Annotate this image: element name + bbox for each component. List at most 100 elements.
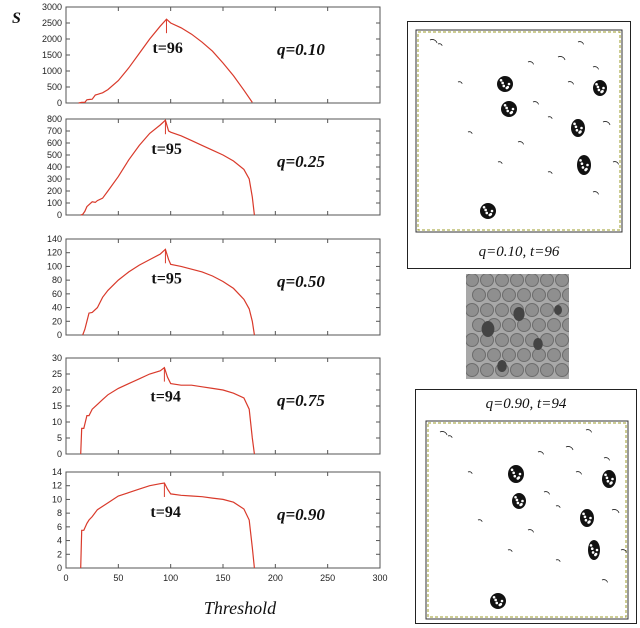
image-border-outer [415, 29, 623, 233]
blood-cell [540, 274, 554, 287]
y-tick-label: 8 [57, 508, 62, 518]
cell-outline [547, 116, 553, 119]
blood-cell [502, 288, 516, 302]
blood-cell [532, 348, 546, 362]
blood-cell [510, 363, 524, 377]
image-border-outer [425, 420, 629, 620]
blob-hole [601, 89, 604, 93]
blood-cell-photo [466, 274, 569, 379]
x-axis-label: Threshold [204, 598, 277, 618]
blob-hole [590, 547, 594, 551]
blob-hole [505, 106, 508, 110]
cell-outline [467, 131, 473, 134]
y-tick-label: 4 [57, 536, 62, 546]
blob-hole [602, 86, 605, 90]
cell-outline [565, 446, 574, 451]
blob-hole [574, 125, 578, 129]
blood-cell [517, 348, 531, 362]
blob-hole [585, 167, 588, 171]
cell-blob [577, 155, 591, 175]
blob-hole [510, 468, 514, 472]
blob-hole [597, 88, 601, 92]
y-tick-label: 300 [47, 174, 62, 184]
y-tick-label: 400 [47, 162, 62, 172]
peak-label: t=94 [150, 389, 180, 406]
cell-outline [611, 509, 620, 514]
blood-cell [562, 288, 569, 302]
cell-outline [507, 549, 513, 552]
y-tick-label: 120 [47, 248, 62, 258]
cell-blob [480, 203, 496, 219]
x-tick-label: 0 [63, 573, 68, 583]
cell-blob [571, 119, 585, 137]
blood-cell [562, 348, 569, 362]
blob-hole [591, 551, 595, 554]
blob-hole [517, 476, 521, 479]
image-border-dashed [417, 31, 621, 231]
blob-hole [515, 498, 519, 502]
blood-cell [517, 318, 531, 332]
blob-hole [595, 82, 598, 86]
blood-cell [510, 274, 524, 287]
cell-outline [577, 41, 584, 45]
blob-hole [484, 208, 487, 212]
blood-cell [487, 348, 501, 362]
blob-hole [521, 499, 524, 503]
cell-outline [585, 429, 592, 433]
plot-frame-3 [65, 238, 381, 336]
series-line-5 [80, 482, 255, 569]
y-tick-label: 40 [52, 303, 62, 313]
blood-cell [547, 348, 561, 362]
blob-hole [494, 598, 497, 602]
cell-outline [527, 61, 534, 65]
blood-cell [502, 348, 516, 362]
blob-hole [595, 548, 599, 552]
q-label: q=0.50 [277, 272, 325, 291]
cell-blob [490, 593, 506, 609]
y-tick-label: 12 [52, 481, 62, 491]
y-tick-label: 60 [52, 289, 62, 299]
blob-hole [584, 518, 588, 522]
blob-hole [582, 512, 585, 516]
blob-hole [611, 477, 614, 481]
cell-outline [555, 559, 561, 562]
blob-hole [573, 122, 576, 126]
y-tick-label: 140 [47, 234, 62, 244]
cell-outline [477, 519, 483, 522]
blob-hole [589, 516, 592, 520]
cell-outline [457, 81, 463, 84]
y-tick-label: 5 [57, 433, 62, 443]
y-tick-label: 0 [57, 449, 62, 459]
blob-hole [604, 473, 607, 477]
blob-hole [580, 126, 583, 130]
cell-outline [555, 505, 561, 508]
stained-cell [481, 321, 495, 337]
blood-cell [480, 363, 494, 377]
y-tick-label: 1500 [42, 50, 62, 60]
x-tick-label: 200 [268, 573, 283, 583]
blood-cell [472, 288, 486, 302]
x-tick-label: 100 [163, 573, 178, 583]
blob-hole [606, 479, 610, 483]
cell-blob [497, 76, 513, 92]
x-tick-label: 50 [113, 573, 123, 583]
y-tick-label: 10 [52, 494, 62, 504]
blob-hole [507, 82, 511, 86]
cell-outline [547, 171, 553, 174]
series-line-4 [80, 366, 255, 455]
y-tick-label: 800 [47, 114, 62, 124]
peak-label: t=94 [150, 504, 180, 521]
q-label: q=0.10 [277, 40, 325, 59]
blob-hole [586, 163, 589, 167]
blob-hole [579, 159, 582, 162]
blob-hole [511, 107, 515, 111]
panel-label-top: q=0.10, t=96 [478, 244, 560, 260]
blob-hole [579, 130, 582, 133]
blob-hole [610, 481, 613, 484]
blob-hole [516, 501, 520, 505]
cell-outline [467, 471, 473, 474]
cell-outline [557, 56, 566, 61]
y-tick-label: 2000 [42, 34, 62, 44]
plot-frame-4 [65, 357, 381, 455]
blood-cell [555, 274, 569, 287]
